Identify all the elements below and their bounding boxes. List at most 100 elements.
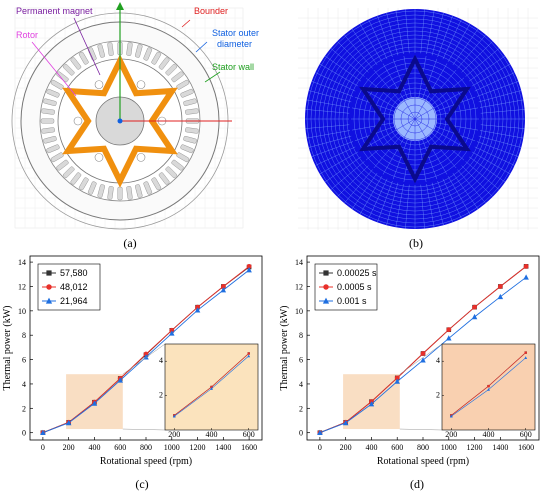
x-tick-label: 200 — [340, 443, 352, 452]
x-tick-label: 400 — [365, 443, 377, 452]
x-tick-label: 200 — [63, 443, 75, 452]
stator-slot — [46, 88, 60, 98]
data-point — [446, 327, 452, 333]
stator-outer-label: Stator outer — [212, 28, 259, 38]
x-tick-label: 1000 — [441, 443, 457, 452]
data-point — [246, 267, 252, 273]
stator-slot — [97, 184, 106, 198]
data-point — [472, 304, 477, 310]
stator-slot — [151, 51, 162, 65]
stator-slot — [40, 118, 55, 124]
data-point — [317, 429, 323, 435]
stator-slot — [78, 177, 89, 191]
stator-slot — [134, 44, 143, 58]
x-tick-label: 1400 — [492, 443, 508, 452]
inset-data-point — [487, 388, 490, 391]
rotor-hole — [136, 80, 146, 89]
inset-x-tick-label: 400 — [206, 430, 218, 439]
y-tick-label: 12 — [18, 282, 26, 291]
x-tick-label: 800 — [140, 443, 152, 452]
inset-data-point — [524, 356, 528, 359]
stator-slot — [165, 63, 178, 76]
stator-slot — [62, 166, 75, 179]
stator-slot — [183, 98, 197, 107]
stator-slot — [70, 57, 82, 70]
data-point — [394, 378, 400, 384]
x-tick-label: 600 — [391, 443, 403, 452]
stator-slot — [41, 127, 55, 134]
data-point — [368, 401, 375, 407]
rotor-label: Rotor — [16, 30, 38, 40]
y-tick-label: 14 — [18, 258, 26, 267]
y-tick-label: 10 — [295, 307, 303, 316]
x-tick-label: 600 — [114, 443, 126, 452]
inset-data-point — [210, 385, 213, 389]
data-point — [195, 304, 200, 310]
stator-slot — [87, 181, 97, 195]
stator-slot — [70, 172, 82, 185]
stator-slot — [78, 51, 89, 65]
y-tick-label: 8 — [22, 331, 26, 340]
legend-marker — [45, 297, 53, 304]
stator-slot — [117, 186, 123, 201]
stator-slot — [126, 186, 133, 200]
data-point — [446, 335, 452, 341]
data-point — [143, 351, 149, 357]
data-point — [420, 357, 426, 363]
stator-slot — [143, 181, 153, 195]
y-tick-label: 2 — [22, 404, 26, 413]
stator-slot — [151, 177, 162, 191]
y-tick-label: 8 — [299, 331, 303, 340]
stator-slot — [185, 108, 199, 115]
rotor-hole — [73, 116, 83, 126]
inset-data-point — [247, 352, 250, 355]
stator-slot — [97, 44, 106, 58]
inset-data-point — [524, 351, 527, 354]
legend-label: 57,580 — [60, 268, 88, 278]
permanent-magnet-star — [62, 54, 178, 188]
stator-slot — [87, 47, 97, 61]
stator-slot — [62, 63, 75, 76]
x-tick-label: 1000 — [164, 443, 180, 452]
y-axis-title: Thermal power (kW) — [279, 306, 290, 391]
data-point — [246, 263, 252, 269]
data-point — [497, 284, 503, 289]
stator-slot — [165, 166, 178, 179]
y-tick-label: 4 — [299, 380, 303, 389]
stator-slots — [40, 41, 200, 201]
data-point — [220, 287, 227, 293]
caption-b: (b) — [409, 236, 423, 250]
data-point — [91, 400, 98, 406]
x-tick-label: 800 — [417, 443, 429, 452]
y-tick-label: 10 — [18, 307, 26, 316]
stator-slot — [185, 127, 199, 134]
x-tick-label: 1200 — [190, 443, 206, 452]
x-axis-title: Rotational speed (rpm) — [377, 456, 469, 467]
y-tick-label: 0 — [299, 429, 303, 438]
x-tick-label: 0 — [318, 443, 322, 452]
bounder-label: Bounder — [194, 6, 228, 16]
data-point — [342, 419, 349, 426]
stator-slot — [107, 42, 114, 56]
stator-slot — [171, 159, 184, 171]
stator-slot — [143, 47, 153, 61]
mesh-figure — [298, 8, 538, 230]
caption-c: (c) — [135, 477, 149, 491]
chart-c: 0 200 400 600 800 1000 1200 1400 1600 0 2 4 6 8 10 12 14… — [2, 255, 263, 467]
y-tick-label: 14 — [295, 258, 303, 267]
x-tick-label: 400 — [88, 443, 100, 452]
inset-y-tick-label: 4 — [159, 356, 163, 365]
stator-slot — [158, 172, 170, 185]
data-point — [497, 293, 504, 300]
stator-outer-diameter-label: diameter — [217, 39, 252, 49]
data-point — [471, 313, 478, 320]
inset-y-tick-label: 2 — [159, 391, 163, 400]
x-tick-label: 0 — [41, 443, 45, 452]
x-axis-title: Rotational speed (rpm) — [100, 456, 192, 467]
x-tick-label: 1400 — [215, 443, 231, 452]
rotor-hole — [94, 153, 104, 162]
data-point — [40, 429, 46, 435]
inset-x-tick-label: 200 — [168, 430, 180, 439]
x-tick-label: 1200 — [467, 443, 483, 452]
inset-data-point — [172, 414, 176, 418]
